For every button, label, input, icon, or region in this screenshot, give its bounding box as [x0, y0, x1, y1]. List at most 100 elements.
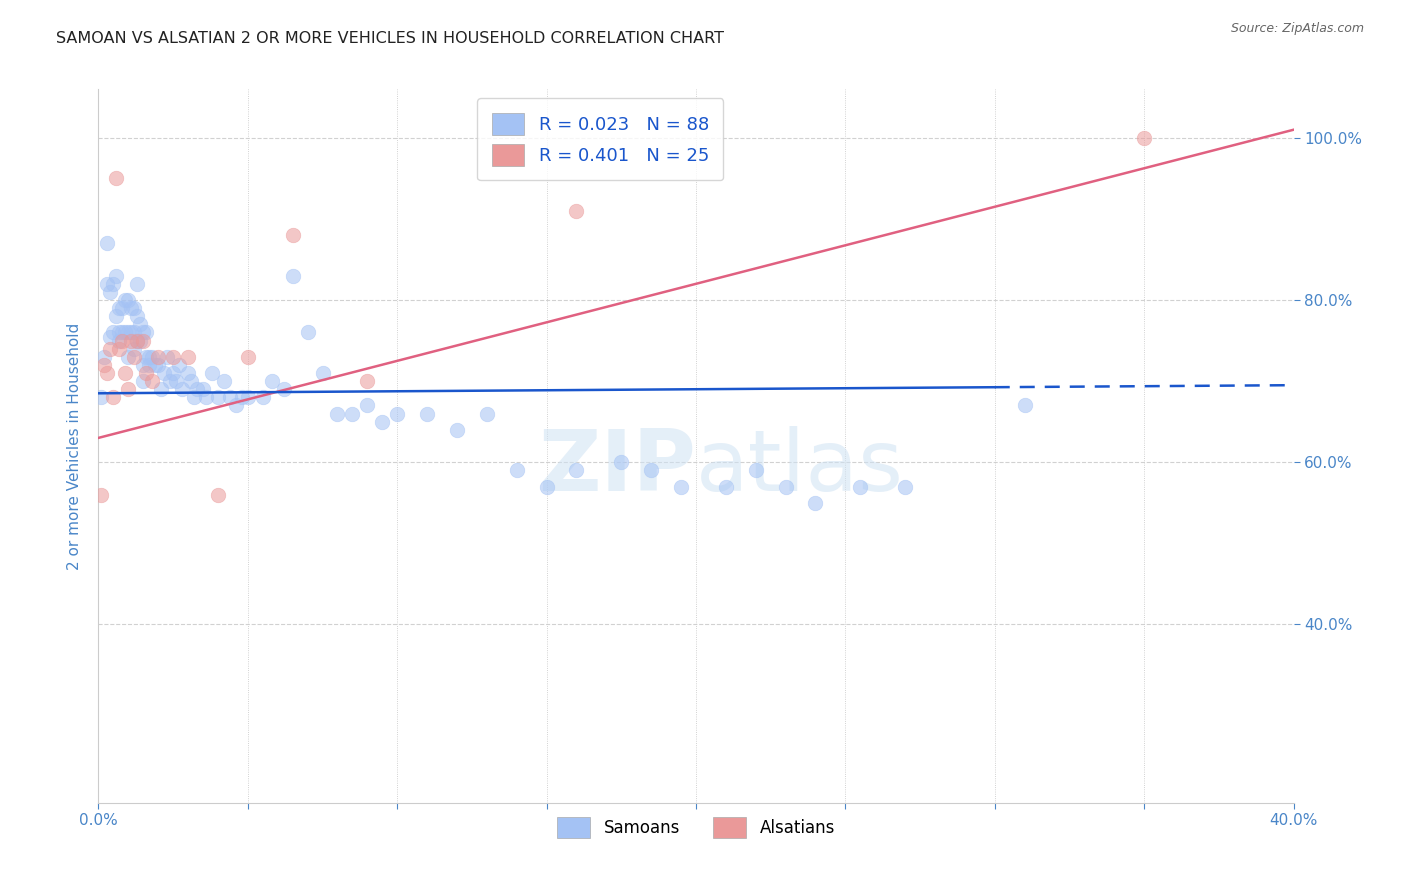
Point	[93, 350, 115, 364]
Point	[108, 326, 131, 340]
Point	[105, 268, 128, 283]
Point	[1014, 399, 1036, 413]
Point	[416, 407, 439, 421]
Point	[252, 390, 274, 404]
Point	[207, 390, 229, 404]
Point	[98, 342, 122, 356]
Point	[1133, 131, 1156, 145]
Point	[565, 203, 588, 218]
Point	[135, 326, 157, 340]
Point	[225, 399, 247, 413]
Point	[98, 329, 122, 343]
Point	[103, 277, 125, 291]
Point	[506, 463, 529, 477]
Y-axis label: 2 or more Vehicles in Household: 2 or more Vehicles in Household	[66, 322, 82, 570]
Point	[132, 374, 155, 388]
Point	[114, 366, 136, 380]
Point	[745, 463, 768, 477]
Point	[90, 488, 112, 502]
Point	[195, 390, 218, 404]
Point	[108, 342, 131, 356]
Point	[183, 390, 205, 404]
Point	[127, 277, 149, 291]
Point	[640, 463, 662, 477]
Point	[669, 479, 692, 493]
Point	[105, 310, 128, 324]
Point	[219, 390, 242, 404]
Point	[124, 350, 146, 364]
Point	[150, 382, 173, 396]
Point	[191, 382, 214, 396]
Text: atlas: atlas	[696, 425, 904, 509]
Point	[165, 374, 187, 388]
Point	[138, 350, 160, 364]
Point	[201, 366, 224, 380]
Point	[96, 277, 118, 291]
Point	[117, 350, 139, 364]
Point	[281, 268, 304, 283]
Point	[162, 366, 184, 380]
Point	[143, 358, 166, 372]
Point	[894, 479, 917, 493]
Point	[326, 407, 349, 421]
Point	[162, 350, 184, 364]
Point	[117, 326, 139, 340]
Point	[132, 326, 155, 340]
Point	[356, 399, 378, 413]
Point	[236, 350, 259, 364]
Point	[177, 350, 200, 364]
Point	[311, 366, 333, 380]
Point	[186, 382, 208, 396]
Point	[103, 390, 125, 404]
Point	[446, 423, 468, 437]
Text: SAMOAN VS ALSATIAN 2 OR MORE VEHICLES IN HOUSEHOLD CORRELATION CHART: SAMOAN VS ALSATIAN 2 OR MORE VEHICLES IN…	[56, 31, 724, 46]
Point	[804, 496, 827, 510]
Point	[371, 415, 394, 429]
Point	[132, 334, 155, 348]
Point	[127, 334, 149, 348]
Point	[177, 366, 200, 380]
Point	[98, 285, 122, 299]
Point	[111, 334, 134, 348]
Point	[135, 366, 157, 380]
Point	[127, 334, 149, 348]
Point	[90, 390, 112, 404]
Point	[180, 374, 202, 388]
Legend: Samoans, Alsatians: Samoans, Alsatians	[550, 811, 842, 845]
Point	[610, 455, 633, 469]
Point	[148, 350, 170, 364]
Point	[129, 318, 152, 332]
Point	[356, 374, 378, 388]
Point	[236, 390, 259, 404]
Point	[156, 350, 179, 364]
Point	[148, 358, 170, 372]
Point	[103, 326, 125, 340]
Point	[385, 407, 409, 421]
Point	[96, 236, 118, 251]
Point	[138, 358, 160, 372]
Point	[124, 342, 146, 356]
Point	[475, 407, 498, 421]
Point	[114, 326, 136, 340]
Point	[96, 366, 118, 380]
Point	[141, 350, 163, 364]
Point	[111, 326, 134, 340]
Point	[120, 334, 142, 348]
Point	[129, 334, 152, 348]
Point	[93, 358, 115, 372]
Point	[281, 228, 304, 243]
Point	[114, 293, 136, 307]
Point	[207, 488, 229, 502]
Point	[120, 326, 142, 340]
Point	[167, 358, 190, 372]
Point	[141, 374, 163, 388]
Point	[565, 463, 588, 477]
Point	[132, 358, 155, 372]
Point	[127, 310, 149, 324]
Point	[124, 301, 146, 315]
Point	[714, 479, 737, 493]
Point	[108, 301, 131, 315]
Point	[172, 382, 194, 396]
Point	[297, 326, 319, 340]
Text: Source: ZipAtlas.com: Source: ZipAtlas.com	[1230, 22, 1364, 36]
